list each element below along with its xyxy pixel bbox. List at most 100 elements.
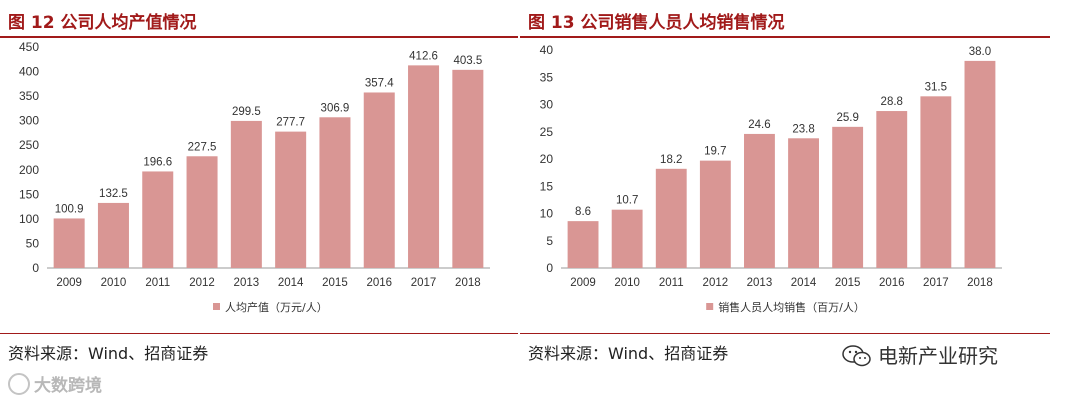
legend-label: 人均产值（万元/人） (225, 300, 328, 314)
bar (53, 218, 85, 268)
data-label: 403.5 (453, 55, 482, 67)
y-tick-label: 350 (19, 89, 39, 103)
bar (97, 202, 129, 268)
y-tick-label: 25 (540, 125, 554, 139)
watermark-left-text: 大数跨境 (34, 376, 102, 396)
y-tick-label: 400 (19, 65, 39, 79)
y-tick-label: 40 (540, 43, 554, 57)
x-tick-label: 2017 (411, 277, 437, 289)
title-rule (0, 36, 518, 38)
x-tick-label: 2009 (56, 277, 82, 289)
data-label: 10.7 (616, 195, 638, 207)
bar-chart: 0 50 100 150 200 250 300 350 400 450 100.9 2009 132.… (19, 40, 490, 314)
data-label: 196.6 (143, 156, 172, 168)
title-rule (520, 36, 1050, 38)
bar (408, 65, 440, 268)
data-label: 277.7 (276, 117, 305, 129)
x-tick-label: 2015 (322, 277, 348, 289)
legend-swatch (706, 303, 714, 310)
bar (363, 92, 395, 268)
y-tick-label: 0 (546, 261, 553, 275)
bar (655, 168, 687, 268)
figure-title: 图 12 公司人均产值情况 (8, 13, 197, 33)
watermark-left: 大数跨境 (8, 371, 102, 396)
x-tick-label: 2015 (835, 277, 861, 289)
data-label: 299.5 (232, 106, 261, 118)
x-tick-label: 2018 (967, 277, 993, 289)
y-tick-label: 20 (540, 152, 554, 166)
y-tick-label: 0 (32, 261, 39, 275)
x-tick-label: 2010 (614, 277, 640, 289)
y-tick-label: 15 (540, 179, 554, 193)
bar (275, 131, 307, 268)
x-tick-label: 2011 (145, 277, 170, 289)
bar (452, 69, 484, 268)
data-label: 227.5 (188, 141, 217, 153)
data-label: 18.2 (660, 154, 682, 166)
y-tick-label: 10 (540, 207, 554, 221)
bar (964, 60, 996, 269)
chart-panel-sales-per-capita: 图 13 公司销售人员人均销售情况 0 5 10 15 20 25 30 35 40 8.6 200… (520, 0, 1050, 370)
bar (567, 221, 599, 268)
legend: 人均产值（万元/人） (213, 300, 328, 314)
y-tick-label: 5 (546, 234, 553, 248)
x-tick-label: 2018 (455, 277, 481, 289)
y-tick-label: 50 (26, 236, 40, 250)
bar (832, 126, 864, 268)
y-tick-label: 30 (540, 98, 554, 112)
y-tick-label: 35 (540, 70, 554, 84)
bar (319, 117, 351, 268)
x-tick-label: 2013 (747, 277, 773, 289)
x-tick-label: 2014 (791, 277, 817, 289)
bar-chart: 0 5 10 15 20 25 30 35 40 8.6 2009 10.7 2010 18.2 2011 1… (540, 43, 1002, 314)
watermark-right: 电新产业研究 (842, 340, 998, 369)
x-tick-label: 2011 (659, 277, 684, 289)
x-tick-label: 2009 (570, 277, 596, 289)
y-tick-label: 100 (19, 212, 39, 226)
y-tick-label: 200 (19, 163, 39, 177)
x-tick-label: 2012 (703, 277, 729, 289)
bar (611, 209, 643, 268)
data-label: 8.6 (575, 206, 591, 218)
data-label: 25.9 (836, 112, 858, 124)
data-label: 31.5 (925, 81, 947, 93)
bar (920, 96, 952, 268)
x-tick-label: 2016 (366, 277, 392, 289)
logo-icon (8, 373, 30, 395)
wechat-icon (842, 345, 871, 367)
data-label: 306.9 (321, 102, 350, 114)
bottom-rule (520, 333, 1050, 334)
x-tick-label: 2014 (278, 277, 304, 289)
data-label: 23.8 (792, 123, 814, 135)
y-tick-label: 450 (19, 40, 39, 54)
data-label: 412.6 (409, 50, 438, 62)
legend: 销售人员人均销售（百万/人） (706, 300, 865, 314)
x-tick-label: 2013 (234, 277, 260, 289)
x-tick-label: 2017 (923, 277, 949, 289)
data-label: 19.7 (704, 146, 726, 158)
data-label: 100.9 (55, 203, 84, 215)
data-label: 24.6 (748, 119, 770, 131)
watermark-right-text: 电新产业研究 (878, 344, 998, 368)
bar (186, 156, 218, 268)
legend-label: 销售人员人均销售（百万/人） (718, 300, 865, 314)
chart-panel-per-capita-output: 图 12 公司人均产值情况 0 50 100 150 200 250 300 350 400 45… (0, 0, 518, 370)
bar (699, 160, 731, 268)
source-note: 资料来源：Wind、招商证券 (8, 344, 209, 363)
y-tick-label: 250 (19, 138, 39, 152)
data-label: 38.0 (969, 46, 991, 58)
y-tick-label: 300 (19, 114, 39, 128)
bar (230, 120, 262, 268)
bar (744, 133, 775, 268)
data-label: 357.4 (365, 77, 394, 89)
y-tick-label: 150 (19, 187, 39, 201)
legend-swatch (213, 303, 220, 310)
bottom-rule (0, 333, 518, 334)
data-label: 132.5 (99, 188, 128, 200)
source-note: 资料来源：Wind、招商证券 (528, 344, 729, 363)
x-tick-label: 2012 (189, 277, 215, 289)
bar (876, 111, 908, 268)
x-tick-label: 2010 (101, 277, 127, 289)
bar (142, 171, 174, 268)
figure-title: 图 13 公司销售人员人均销售情况 (528, 13, 785, 33)
